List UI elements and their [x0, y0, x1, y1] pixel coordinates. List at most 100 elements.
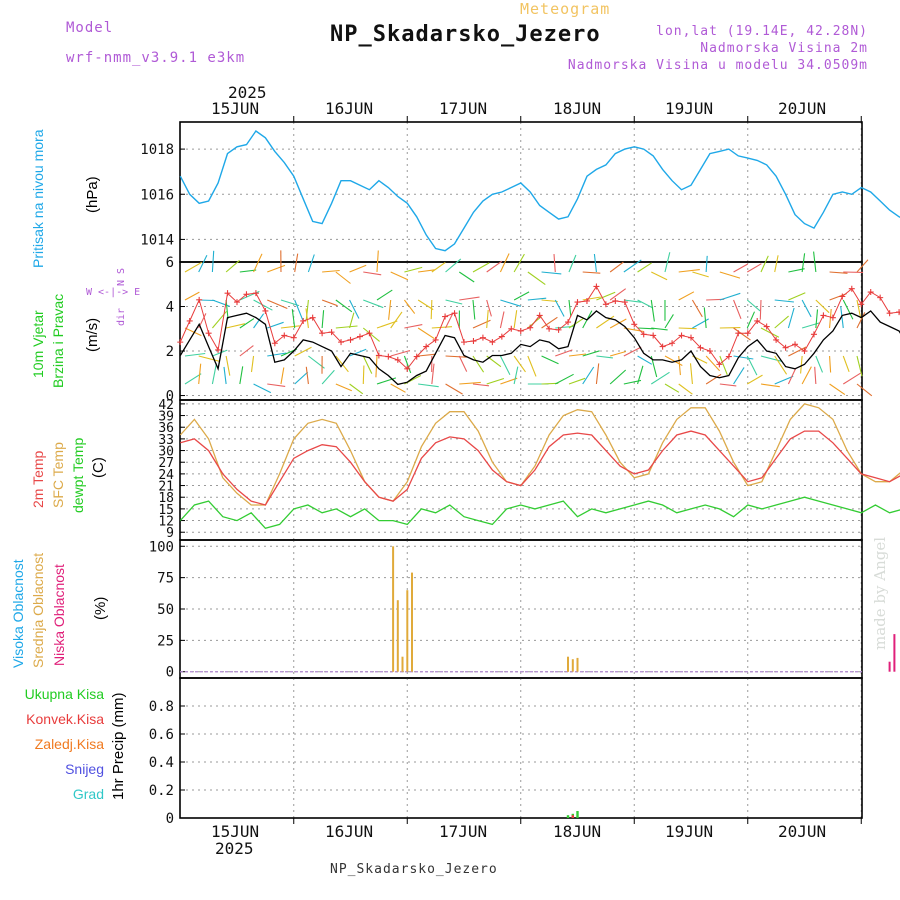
wind-barb: [267, 352, 287, 357]
wind-gust-cross: [744, 330, 751, 337]
temp-ytick-label-3: 18: [158, 491, 174, 506]
wind-barb: [349, 312, 355, 329]
wind-barb: [223, 366, 227, 385]
wind-barb: [239, 269, 257, 273]
cloud-bar: [567, 656, 569, 672]
wind-gust-cross: [196, 296, 203, 303]
wind-gust-cross: [697, 344, 704, 351]
pressure-line: [179, 130, 900, 252]
wind-barb: [596, 355, 613, 359]
wind-barb: [499, 355, 511, 375]
wind-barb: [801, 299, 812, 318]
temp-ytick-label-11: 42: [158, 398, 174, 413]
wind-barb: [253, 299, 273, 311]
wind-barb: [664, 314, 674, 329]
wind-barb: [774, 355, 788, 375]
wind-barb: [637, 262, 652, 273]
wind-gust-cross: [839, 293, 846, 300]
wind-barb: [335, 299, 353, 313]
wind-barb: [459, 381, 481, 385]
wind-gust-cross: [574, 299, 581, 306]
wind-barb: [499, 253, 510, 273]
wind-barb: [856, 355, 863, 377]
wind-barb: [719, 292, 741, 301]
wind-barb: [733, 327, 751, 341]
wind-gust-cross: [848, 285, 855, 292]
wind-barb: [390, 271, 409, 281]
wind-barb: [637, 365, 644, 385]
wind-barb: [184, 373, 202, 385]
wind-barb: [322, 269, 340, 273]
wind-barb: [705, 373, 722, 385]
wind-barb: [691, 299, 703, 318]
wind-barb: [184, 327, 202, 337]
meteogram-label: Meteogram: [520, 0, 611, 18]
wind-gust-cross: [479, 334, 486, 341]
wind-barb: [774, 255, 779, 273]
precip-bar: [571, 815, 574, 818]
wind-barb: [664, 252, 671, 273]
wind-barb: [815, 355, 824, 373]
wind-barb: [595, 363, 600, 385]
wind-barb: [678, 383, 693, 395]
cloud-bar: [411, 572, 413, 672]
wind-barb: [760, 255, 769, 273]
wind-barb: [568, 317, 584, 329]
wind-barb: [239, 366, 244, 385]
wind-barb: [856, 299, 862, 319]
wind-barb: [184, 261, 203, 273]
wind-gust-cross: [782, 344, 789, 351]
wind-barb: [431, 363, 435, 385]
top-day-17: 17JUN: [439, 99, 488, 118]
wind-gust-cross: [461, 339, 467, 346]
wind-barb: [198, 355, 220, 362]
wind-barb: [746, 374, 763, 385]
wind-barb: [486, 299, 492, 317]
precip-bar: [566, 815, 570, 818]
wind-barb: [404, 266, 423, 273]
precip-frame: [179, 677, 863, 819]
wind-barb: [733, 263, 749, 273]
cloud-ytick-label-1: 25: [157, 633, 174, 649]
wind-gust-cross: [810, 331, 817, 338]
wind-gust-cross: [224, 290, 231, 297]
wind-barb: [527, 297, 547, 301]
wind-barb: [445, 383, 463, 395]
wind-barb: [541, 355, 559, 365]
wind-barb: [403, 299, 416, 314]
wind-barb: [513, 366, 519, 385]
temp-ytick-label-1: 12: [158, 515, 174, 530]
footer-station: NP_Skadarsko_Jezero: [330, 862, 498, 877]
wind-barb: [856, 259, 869, 273]
wind-barb: [842, 299, 854, 320]
wind-barb: [280, 325, 300, 329]
wind-ytick-label-2: 4: [166, 300, 174, 316]
bottom-day-15: 15JUN: [211, 822, 260, 841]
model-elevation-label: Nadmorska Visina u modelu 34.0509m: [567, 58, 868, 73]
wind-barb: [553, 254, 556, 273]
wind-barb: [211, 363, 217, 385]
wind-barb: [305, 366, 309, 385]
wind-gust-cross: [489, 339, 496, 346]
wind-barb: [746, 263, 762, 273]
wind-barb: [788, 346, 807, 357]
precip-legend-rain: Ukupna Kisa: [24, 686, 104, 702]
wind-gust-cross: [470, 338, 477, 345]
cloud-bar: [401, 656, 404, 672]
wind-barb: [390, 383, 406, 393]
wind-barb: [609, 350, 627, 357]
wind-barb: [363, 299, 384, 309]
bottom-day-20: 20JUN: [778, 822, 827, 841]
wind-gust-cross: [820, 312, 827, 319]
model-label: Model: [66, 20, 114, 36]
wind-barb: [349, 348, 367, 357]
wind-gust-cross: [385, 353, 392, 360]
cloud-bar: [406, 590, 409, 672]
wind-gust-cross: [583, 297, 590, 304]
wind-gust-cross: [763, 323, 770, 330]
cloud-ytick-label-3: 75: [157, 571, 174, 587]
wind-barb: [609, 261, 624, 273]
temp-ytick-label-9: 36: [158, 421, 174, 436]
wind-gust-cross: [508, 325, 515, 332]
wind-barb: [267, 383, 286, 387]
